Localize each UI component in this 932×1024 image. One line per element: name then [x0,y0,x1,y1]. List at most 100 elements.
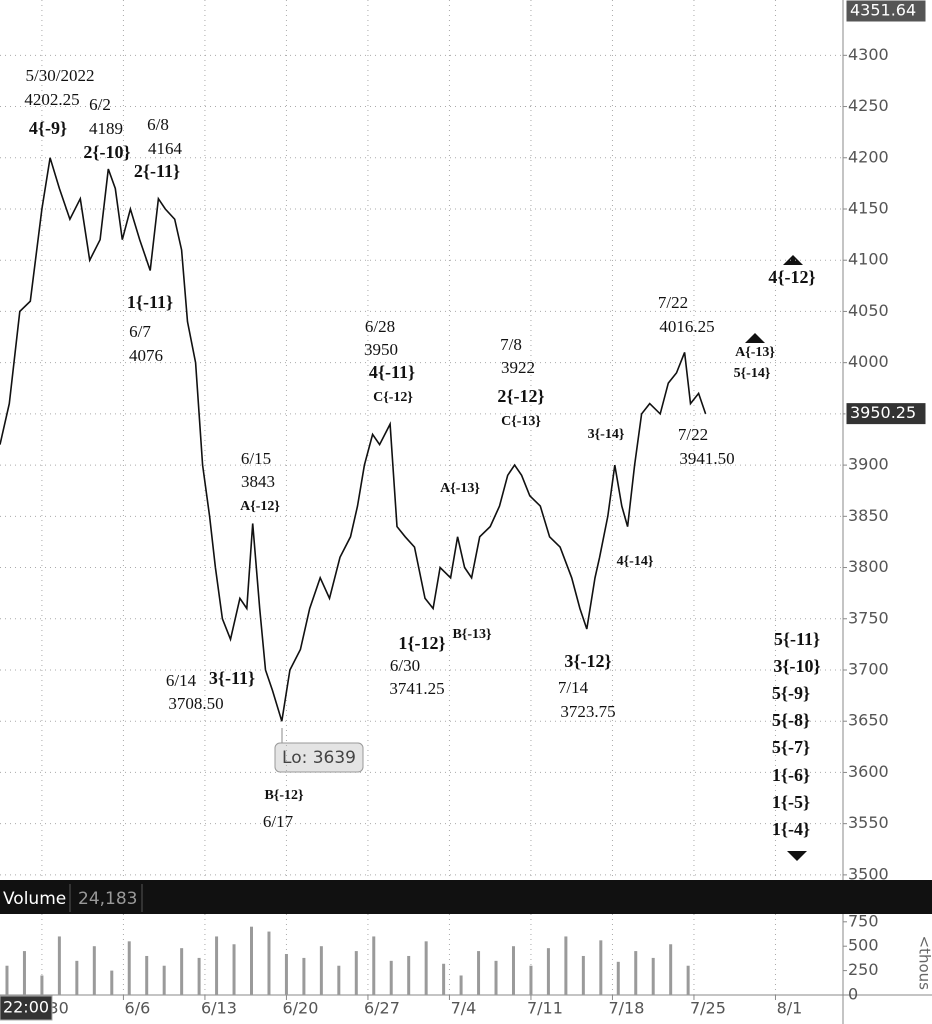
wave-annotation: 1{-12} [398,633,445,653]
x-tick-label: 6/27 [364,999,400,1018]
volume-bar [267,931,271,995]
volume-bar [57,936,61,995]
low-callout-box [274,742,364,773]
y-tick-label: 4250 [848,96,889,115]
wave-annotation: 2{-11} [134,161,180,181]
y-tick-label: 3500 [848,864,889,883]
y-tick-label: 3550 [848,813,889,832]
wave-annotation: A{-13} [735,345,775,360]
volume-bar [424,941,428,995]
volume-bar [127,941,131,995]
y-tick-label: 4050 [848,301,889,320]
up-marker [745,333,765,343]
x-tick-label: 8/1 [777,999,803,1018]
volume-bar [616,961,620,995]
volume-bar [511,946,515,995]
wave-annotation: 3{-10} [773,656,820,676]
volume-bar [477,951,481,995]
wave-annotation: 6/28 [365,317,395,336]
wave-annotation: 3941.50 [679,449,734,468]
y-tick-label: 4200 [848,147,889,166]
y-tick-label: 4300 [848,45,889,64]
wave-annotation: 3843 [241,472,275,491]
y-tick-label: 3800 [848,557,889,576]
volume-title: Volume [3,889,66,909]
low-callout: Lo: 3639 [282,748,356,768]
volume-bar [407,955,411,995]
y-tick-label: 500 [848,936,879,955]
crosshair-time: 22:00 [3,998,49,1017]
wave-annotation: 1{-11} [127,292,173,312]
y-tick-label: 250 [848,960,879,979]
volume-bar [529,965,533,995]
volume-bar [686,965,690,995]
wave-annotation: 4{-12} [768,267,815,287]
x-tick-label: 7/4 [451,999,477,1018]
wave-annotation: 6/30 [390,656,420,675]
volume-bar [92,946,96,995]
down-marker [787,851,807,861]
wave-annotation: 4{-11} [369,362,415,382]
wave-annotation: 7/8 [500,335,522,354]
volume-bar [302,957,306,995]
wave-annotation: 6/17 [263,812,294,831]
wave-annotation: B{-13} [452,627,492,642]
wave-annotation: 5{-7} [772,737,810,757]
volume-bar [564,936,568,995]
volume-bar [22,951,26,995]
wave-annotation: 3{-12} [564,651,611,671]
wave-annotation: 3950 [364,340,398,359]
volume-axis-label: <thous [916,936,932,991]
wave-annotation: 6/7 [129,322,151,341]
wave-annotation: 5{-14} [734,366,771,381]
wave-annotation: 2{-12} [497,386,544,406]
crosshair-time-box [0,995,53,1021]
volume-bar [284,954,288,995]
wave-annotation: 6/2 [89,95,111,114]
wave-annotation: 6/8 [147,115,169,134]
volume-bar [669,944,673,995]
volume-bar [75,960,79,995]
volume-header [0,880,932,914]
wave-annotation: 7/14 [558,678,589,697]
volume-bar [337,965,341,995]
x-tick-label: 7/18 [608,999,644,1018]
wave-annotation: 6/14 [166,671,197,690]
y-tick-label: 4000 [848,352,889,371]
volume-bar [180,948,184,995]
wave-annotation: 1{-5} [772,792,810,812]
wave-annotation: 4{-9} [29,118,67,138]
wave-annotation: 4189 [89,119,123,138]
volume-bar [110,970,114,995]
volume-bar [5,965,9,995]
wave-annotation: 2{-10} [83,142,130,162]
wave-annotation: 3723.75 [560,702,615,721]
volume-bar [389,960,393,995]
wave-annotation: 5{-11} [774,629,820,649]
volume-bar [145,955,149,995]
volume-bar [250,926,254,995]
y-tick-label: 3850 [848,506,889,525]
wave-annotation: 4076 [129,346,163,365]
y-tick-label: 3600 [848,762,889,781]
wave-annotation: C{-12} [373,390,413,405]
volume-bar [232,944,236,995]
volume-bar [40,975,44,995]
wave-annotation: A{-12} [240,499,280,514]
wave-annotation: 1{-6} [772,765,810,785]
volume-bar [599,940,603,995]
y-tick-label: 750 [848,911,879,930]
y-tick-label: 4150 [848,198,889,217]
high-price: 4351.64 [850,1,916,20]
volume-bar [442,963,446,995]
volume-bar [634,951,638,995]
y-tick-label: 3700 [848,659,889,678]
high-price-box [845,0,927,23]
wave-annotation: 5{-9} [772,683,810,703]
y-tick-label: 4100 [848,250,889,269]
wave-annotation: 3{-11} [209,668,255,688]
last-price: 3950.25 [850,403,916,422]
y-tick-label: 3650 [848,711,889,730]
